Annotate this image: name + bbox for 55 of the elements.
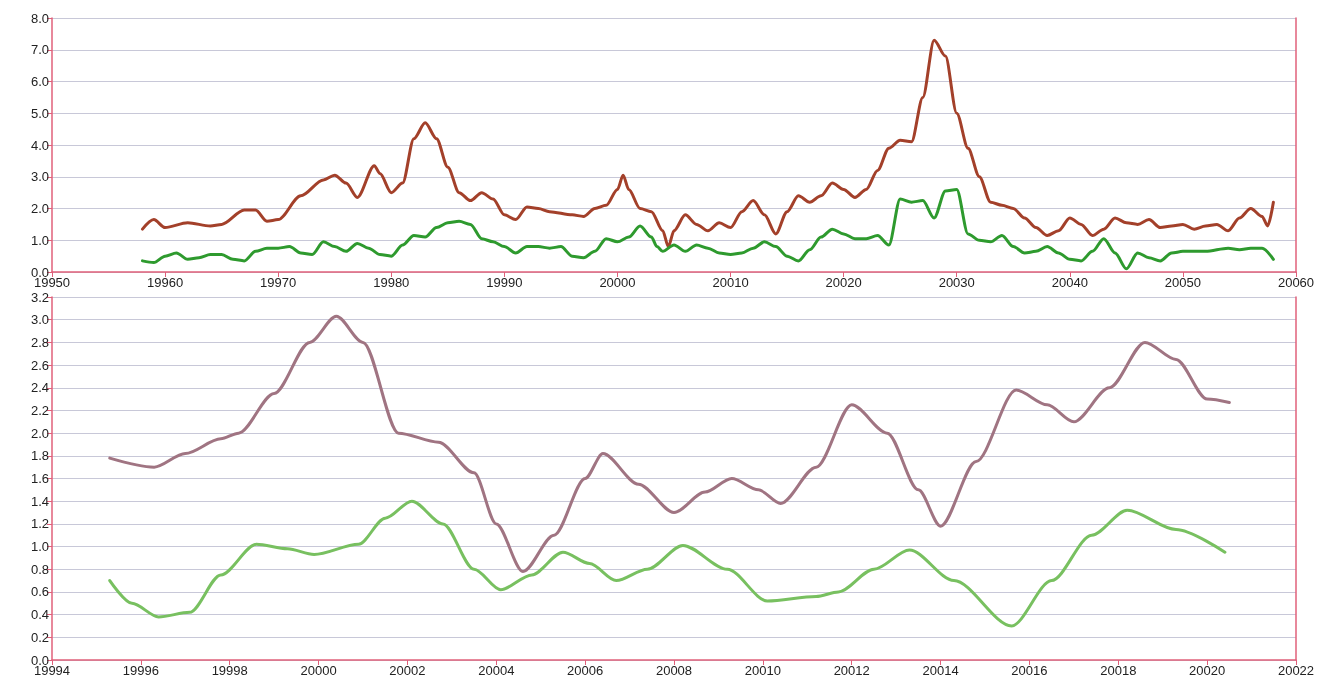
x-tick-label: 20060 [1277,275,1315,290]
x-tick-label: 20012 [833,663,870,678]
y-tick-label: 0.6 [30,584,49,600]
y-tick-label: 5.0 [30,105,49,121]
x-tick-label: 20050 [1164,275,1201,290]
line-series [140,187,1275,271]
x-tick-label: 20004 [478,663,515,678]
y-tick-label: 2.4 [30,380,49,396]
y-tick-label: 1.2 [30,516,49,532]
x-tick-label: 20018 [1100,663,1137,678]
x-tick-label: 20006 [567,663,604,678]
x-tick-label: 20030 [938,275,975,290]
x-tick-label: 20040 [1051,275,1088,290]
y-tick-label: 6.0 [30,74,49,89]
y-tick-label: 2.0 [30,425,49,441]
y-tick-label: 0.2 [30,629,49,645]
y-tick-label: 1.6 [30,471,49,486]
x-tick-label: 19980 [373,275,410,290]
y-tick-label: 1.8 [30,448,49,464]
line-series [140,38,1275,249]
x-tick-label: 19960 [147,275,184,290]
x-tick-label: 19994 [33,663,71,678]
y-tick-label: 1.0 [30,232,49,248]
y-tick-label: 0.8 [30,561,49,577]
x-tick-label: 20008 [655,663,693,678]
x-tick-label: 20000 [599,275,636,290]
x-tick-label: 20020 [825,275,862,290]
y-tick-label: 8.0 [30,10,49,26]
y-tick-label: 2.6 [30,357,49,373]
x-tick-label: 19998 [211,663,248,678]
y-tick-label: 4.0 [30,137,49,153]
x-tick-label: 20022 [1277,663,1315,678]
y-tick-label: 2.8 [30,334,49,350]
y-tick-label: 2.0 [30,201,49,216]
x-tick-label: 19990 [486,275,523,290]
line-series [108,499,1227,628]
line-series [108,314,1231,574]
x-tick-label: 20010 [712,275,749,290]
y-tick-label: 0.4 [30,607,49,623]
y-tick-label: 3.2 [30,289,49,305]
x-tick-label: 20020 [1189,663,1226,678]
y-tick-label: 3.0 [30,169,49,185]
x-tick-label: 20016 [1011,663,1048,678]
x-tick-label: 20014 [922,663,959,678]
y-tick-label: 2.2 [30,402,49,418]
x-tick-label: 19996 [122,663,159,678]
y-tick-label: 1.4 [30,493,49,509]
y-tick-label: 7.0 [30,42,49,58]
x-tick-label: 20002 [389,663,426,678]
y-tick-label: 1.0 [30,539,49,555]
x-tick-label: 20000 [300,663,337,678]
x-tick-label: 20010 [744,663,781,678]
x-tick-label: 19970 [260,275,297,290]
x-tick-label: 19950 [33,275,71,290]
y-tick-label: 3.0 [30,312,49,328]
